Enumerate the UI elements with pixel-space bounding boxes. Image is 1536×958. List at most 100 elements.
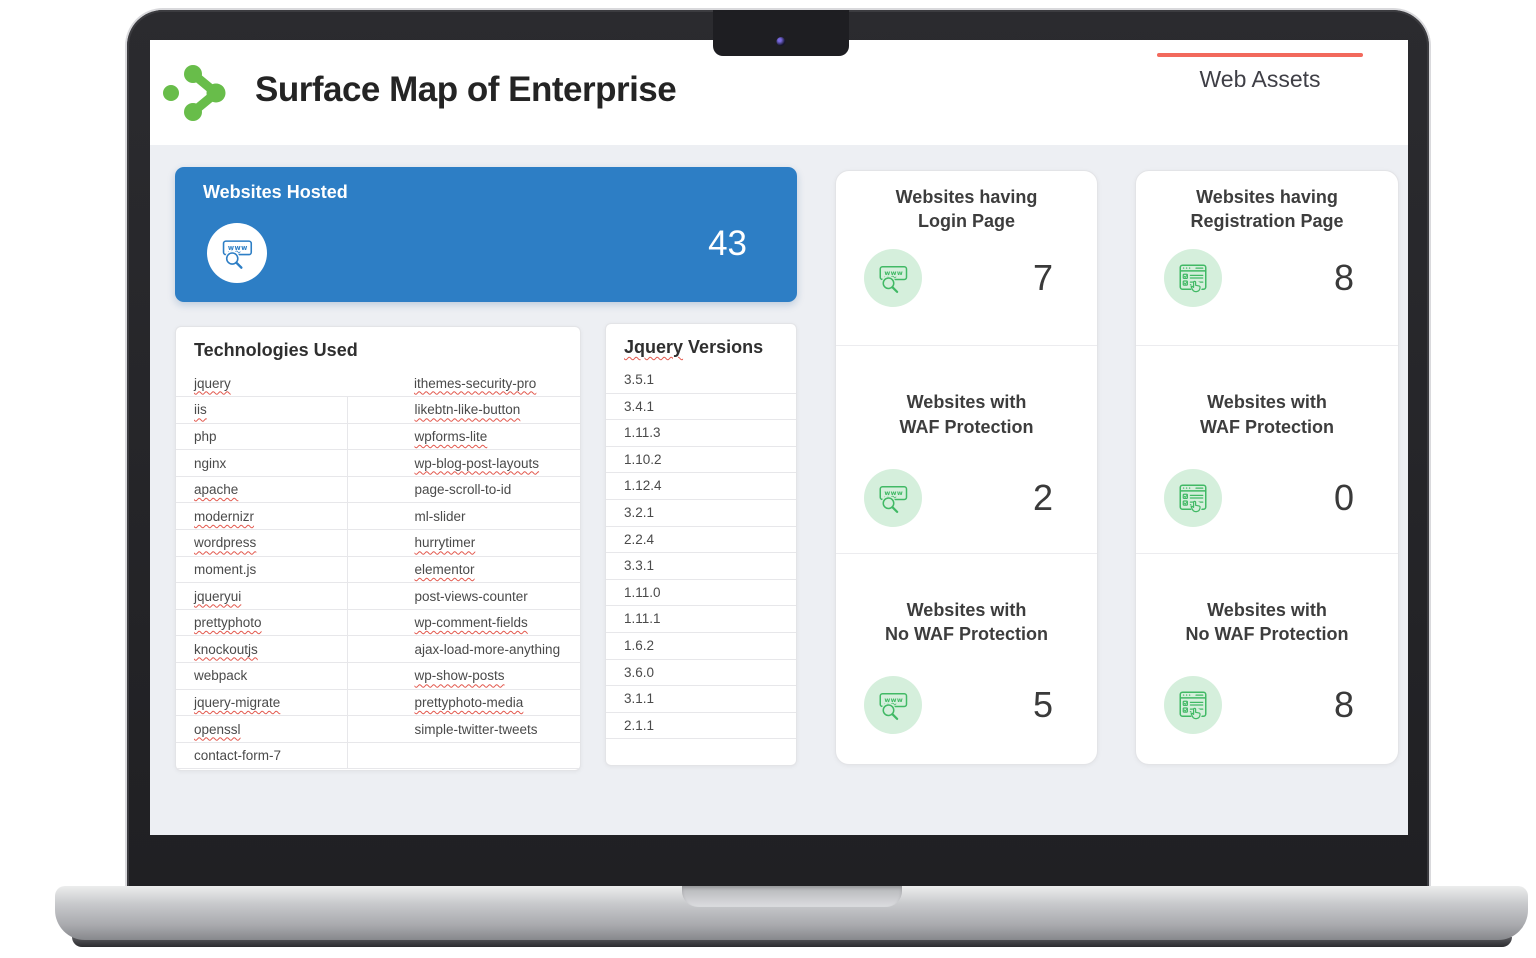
stat-title-line2: WAF Protection [899,416,1034,437]
version-item: 1.11.1 [606,606,796,633]
stat-title-line2: Registration Page [1190,211,1344,232]
tech-label: knockoutjs [194,641,258,657]
tech-label: wp-comment-fields [414,615,528,631]
jquery-versions-title-word: Versions [688,337,764,357]
version-item: 3.4.1 [606,394,796,421]
stat-value: 8 [1333,684,1354,726]
websites-hosted-title: Websites Hosted [203,182,348,202]
www-search-icon [864,248,922,307]
stat-title-line2: No WAF Protection [1185,624,1349,644]
stat-card-no-waf-protection: Websites with No WAF Protection 5 [836,552,1097,764]
tech-cell: prettyphoto-media [346,689,580,717]
tech-cell: wp-show-posts [346,662,580,690]
jquery-versions-title-word: Jquery [624,337,684,357]
stat-title: Websites having Registration Page [1136,185,1398,234]
webcam-icon [776,37,786,46]
stat-row: 5 [836,676,1097,735]
stat-value: 8 [1333,256,1354,298]
jquery-versions-list: 3.5.1 3.4.1 1.11.3 1.10.2 1.12.4 3.2.1 2.2.4 3.… [606,367,796,740]
www-search-icon [864,676,922,735]
tech-label: iis [194,402,207,418]
laptop-base-edge [72,937,1512,947]
tab-web-assets[interactable]: Web Assets [1157,53,1363,93]
tech-label: jquery [194,375,231,391]
registration-form-icon [1164,248,1222,307]
stat-row: 8 [1136,676,1398,735]
stat-card-login-page: Websites having Login Page 7 [836,171,1097,345]
version-item: 1.6.2 [606,633,796,660]
tech-cell: webpack [176,662,347,690]
tech-cell: apache [176,476,347,504]
tech-cell [346,742,580,770]
tech-cell: likebtn-like-button [346,396,580,424]
tech-row: knockoutjs ajax-load-more-anything [176,635,580,664]
tech-row: wordpress hurrytimer [176,529,580,557]
tech-row: modernizr ml-slider [176,502,580,531]
stat-title: Websites with No WAF Protection [836,598,1097,647]
stat-title-line1: Websites with [1207,599,1327,620]
stat-row: 7 [836,248,1097,307]
stat-title: Websites having Login Page [836,185,1097,234]
tech-row: contact-form-7 [176,742,580,770]
tech-label: elementor [414,561,475,577]
tech-cell: wp-blog-post-layouts [346,449,580,477]
stat-title: Websites with No WAF Protection [1136,598,1398,647]
tech-label: page-scroll-to-id [414,482,512,498]
tech-cell: modernizr [176,502,347,531]
stat-row: 0 [1136,469,1398,527]
tech-cell: wordpress [176,529,347,557]
stat-card-waf-protection: Websites with WAF Protection 0 [1136,345,1398,552]
tech-row: php wpforms-lite [176,423,580,451]
tech-cell: ithemes-security-pro [347,370,580,398]
stat-title-line2: No WAF Protection [885,624,1048,644]
websites-hosted-value: 43 [708,224,747,263]
tech-cell: wp-comment-fields [346,609,580,637]
tech-cell: openssl [176,715,347,743]
tech-row: prettyphoto wp-comment-fields [176,609,580,637]
tech-row: webpack wp-show-posts [176,662,580,690]
version-item: 3.1.1 [606,686,796,713]
websites-hosted-card: Websites Hosted 43 [175,167,797,302]
tech-cell: knockoutjs [176,635,347,664]
tech-row: apache page-scroll-to-id [176,476,580,504]
tech-label: hurrytimer [414,535,476,551]
stat-value: 2 [1032,477,1053,518]
tech-row: openssl simple-twitter-tweets [176,715,580,743]
tech-row: jquery ithemes-security-pro [176,370,580,398]
stat-card-registration-page: Websites having Registration Page 8 [1136,171,1398,345]
laptop-lid-groove [681,886,902,907]
tech-label: prettyphoto [194,615,262,631]
www-search-icon [864,469,922,527]
tech-label: ithemes-security-pro [414,375,537,391]
tech-label: jquery-migrate [194,694,281,710]
registration-form-icon [1164,469,1222,527]
stat-title-line2: Login Page [917,211,1015,232]
tab-web-assets-label: Web Assets [1199,66,1321,92]
tech-label: openssl [194,721,241,737]
version-item: 3.3.1 [606,553,796,580]
tech-cell: jquery [176,370,347,398]
jquery-versions-panel: Jquery Versions 3.5.1 3.4.1 1.11.3 1.10.2 1.… [605,323,797,766]
tech-label: post-views-counter [414,588,528,604]
stat-title-line1: Websites with [1207,392,1327,413]
version-item: 2.2.4 [606,527,796,554]
technologies-table: jquery ithemes-security-pro iis likebtn-lik… [176,370,580,770]
tech-cell: hurrytimer [346,529,580,557]
technologies-title: Technologies Used [194,340,358,360]
tech-label: simple-twitter-tweets [414,721,538,737]
version-item: 1.11.0 [606,580,796,607]
tech-label: moment.js [194,561,257,577]
jquery-versions-title: Jquery Versions [606,324,796,367]
tech-cell: jqueryui [176,582,347,610]
tech-cell: moment.js [176,556,347,584]
tech-cell: jquery-migrate [176,689,347,717]
app-header: Surface Map of Enterprise Web Assets [150,40,1408,145]
tech-cell: elementor [346,556,580,584]
tech-label: contact-form-7 [194,748,282,764]
stat-title-line1: Websites having [895,187,1038,207]
stat-column-registration: Websites having Registration Page 8 Webs… [1135,170,1399,765]
tech-label: wp-blog-post-layouts [414,455,540,471]
brand-logo-icon [162,64,228,127]
technologies-table-body: jquery ithemes-security-pro iis likebtn-lik… [176,370,580,770]
